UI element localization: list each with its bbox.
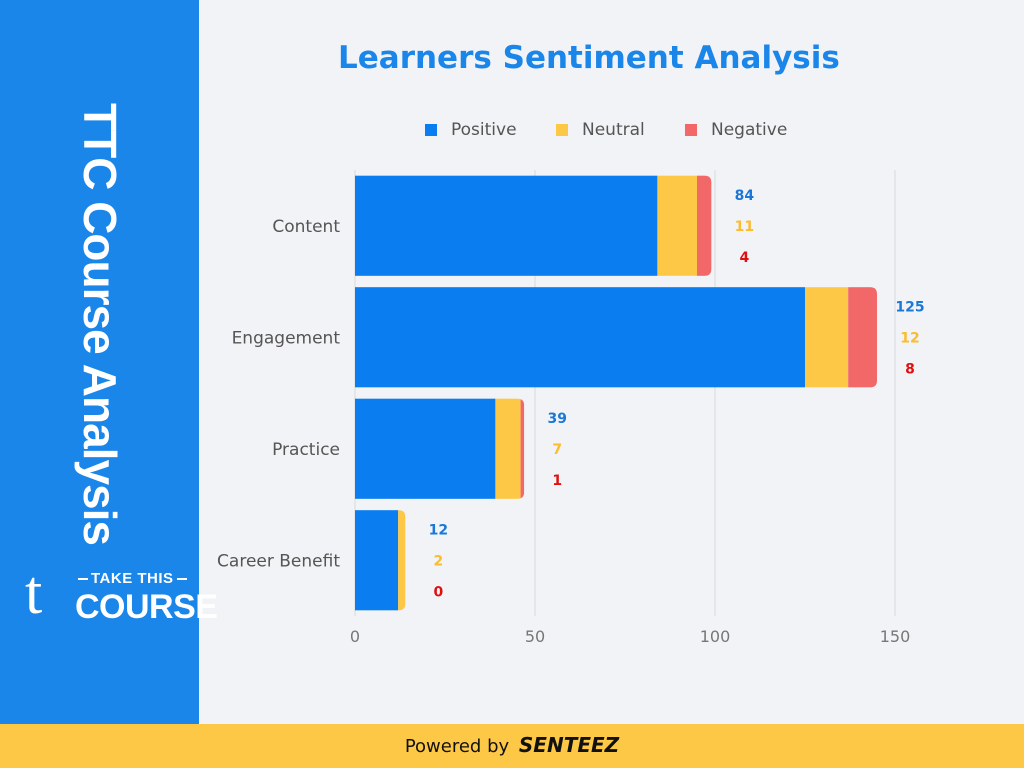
legend-item-neutral: Neutral bbox=[556, 120, 645, 140]
chart-legend: Positive Neutral Negative bbox=[0, 120, 1024, 144]
data-label-neutral-practice: 7 bbox=[552, 442, 562, 458]
legend-swatch-neutral bbox=[556, 124, 568, 136]
bar-group-practice bbox=[355, 398, 525, 499]
x-tick-label-150: 150 bbox=[880, 627, 911, 646]
data-label-positive-engagement: 125 bbox=[895, 299, 924, 315]
logo-top-text: TAKE THIS bbox=[75, 570, 190, 587]
bar-neutral-career-benefit bbox=[398, 510, 406, 611]
bar-group-career-benefit bbox=[355, 510, 406, 611]
data-label-neutral-engagement: 12 bbox=[900, 330, 919, 346]
sidebar-panel: TTC Course Analysis t TAKE THIS COURSE bbox=[0, 0, 218, 724]
bar-positive-career-benefit bbox=[355, 510, 399, 611]
legend-swatch-negative bbox=[685, 124, 697, 136]
category-label-career-benefit: Career Benefit bbox=[217, 551, 340, 571]
data-label-negative-content: 4 bbox=[740, 250, 750, 266]
footer-prefix: Powered by bbox=[404, 736, 510, 757]
bar-group-engagement bbox=[355, 287, 877, 388]
chart-title: Learners Sentiment Analysis bbox=[338, 40, 840, 76]
data-label-neutral-content: 11 bbox=[735, 219, 754, 235]
bar-negative-engagement bbox=[848, 287, 877, 388]
data-label-positive-content: 84 bbox=[735, 188, 755, 204]
category-label-engagement: Engagement bbox=[232, 328, 341, 348]
bar-positive-engagement bbox=[355, 287, 805, 388]
data-label-neutral-career-benefit: 2 bbox=[434, 553, 444, 569]
x-tick-label-50: 50 bbox=[525, 627, 545, 646]
logo-bottom-text: COURSE bbox=[75, 588, 218, 626]
bar-positive-practice bbox=[355, 398, 496, 499]
data-label-negative-practice: 1 bbox=[552, 473, 562, 489]
x-tick-label-0: 0 bbox=[350, 627, 360, 646]
bar-neutral-practice bbox=[495, 398, 521, 499]
legend-item-positive: Positive bbox=[425, 120, 517, 140]
logo-top-label: TAKE THIS bbox=[91, 570, 174, 587]
bar-negative-content bbox=[697, 175, 712, 276]
data-label-positive-career-benefit: 12 bbox=[429, 522, 448, 538]
footer-text: Powered by SENTEEZ bbox=[0, 733, 1024, 757]
legend-label-neutral: Neutral bbox=[582, 120, 645, 140]
bar-group-content bbox=[355, 175, 712, 276]
data-label-negative-engagement: 8 bbox=[905, 361, 915, 377]
legend-label-positive: Positive bbox=[451, 120, 517, 140]
footer-banner: Powered by SENTEEZ bbox=[0, 724, 1024, 768]
category-label-practice: Practice bbox=[272, 440, 340, 460]
legend-item-negative: Negative bbox=[685, 120, 787, 140]
legend-swatch-positive bbox=[425, 124, 437, 136]
bar-neutral-content bbox=[657, 175, 697, 276]
data-label-positive-practice: 39 bbox=[547, 411, 566, 427]
x-tick-label-100: 100 bbox=[700, 627, 731, 646]
bar-positive-content bbox=[355, 175, 658, 276]
data-label-negative-career-benefit: 0 bbox=[434, 584, 444, 600]
category-label-content: Content bbox=[272, 217, 340, 237]
footer-brand: SENTEEZ bbox=[518, 733, 620, 757]
take-this-course-logo: t TAKE THIS COURSE bbox=[25, 562, 218, 636]
logo-letter: t bbox=[25, 559, 43, 627]
bar-negative-practice bbox=[520, 398, 525, 499]
chart-plot-area: 0 50 100 150Content84114Engagement125128Pra… bbox=[217, 170, 925, 646]
bar-neutral-engagement bbox=[805, 287, 849, 388]
legend-label-negative: Negative bbox=[711, 120, 788, 140]
